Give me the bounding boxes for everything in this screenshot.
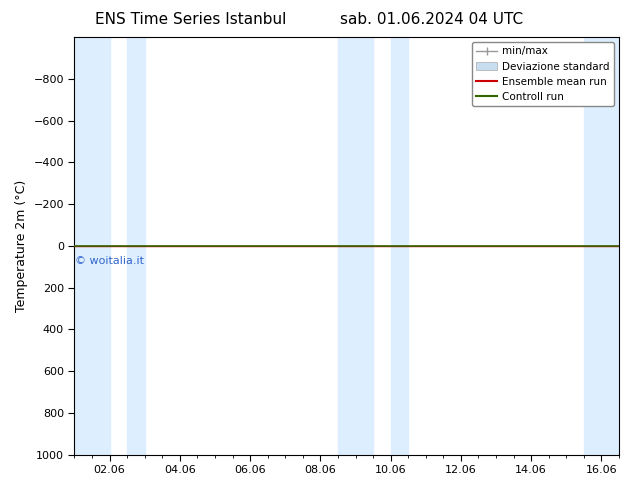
Bar xyxy=(391,37,408,455)
Text: © woitalia.it: © woitalia.it xyxy=(75,256,144,266)
Bar xyxy=(338,37,373,455)
Bar xyxy=(127,37,145,455)
Y-axis label: Temperature 2m (°C): Temperature 2m (°C) xyxy=(15,180,28,312)
Text: ENS Time Series Istanbul: ENS Time Series Istanbul xyxy=(94,12,286,27)
Legend: min/max, Deviazione standard, Ensemble mean run, Controll run: min/max, Deviazione standard, Ensemble m… xyxy=(472,42,614,106)
Text: sab. 01.06.2024 04 UTC: sab. 01.06.2024 04 UTC xyxy=(340,12,522,27)
Bar xyxy=(74,37,110,455)
Bar xyxy=(584,37,619,455)
